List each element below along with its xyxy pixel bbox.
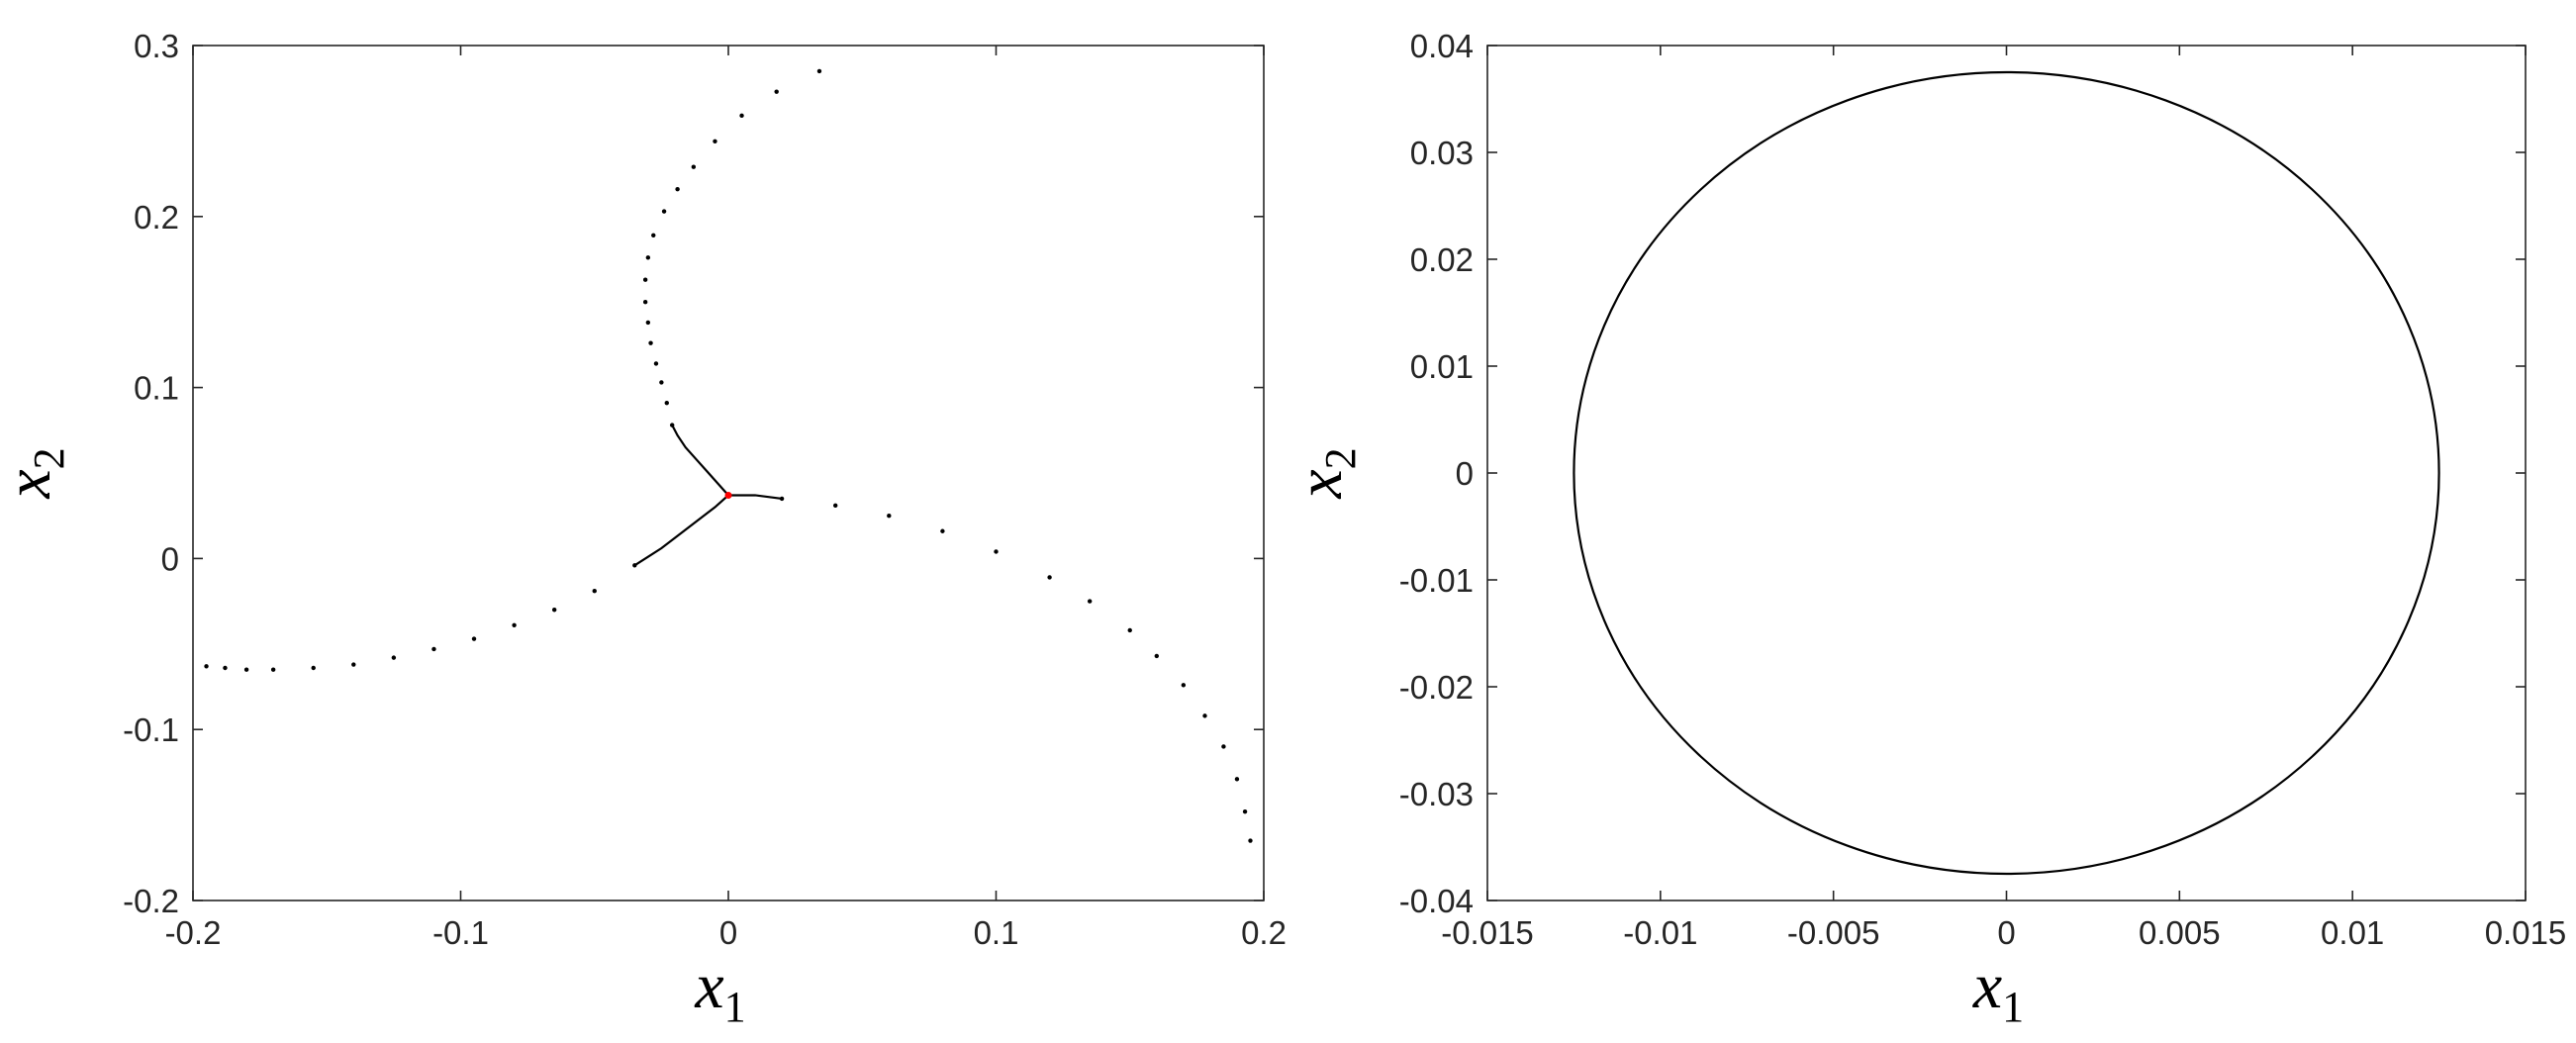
data-point	[1047, 575, 1052, 580]
data-point	[1202, 713, 1207, 718]
data-point	[994, 549, 999, 554]
chart-right: -0.015 -0.01 -0.005 0 0.005 0.01 0.015 -0.04 -0.…	[1284, 28, 2566, 1031]
data-point	[223, 665, 228, 671]
y-tick-label: 0	[1456, 455, 1474, 492]
data-point	[669, 423, 675, 427]
x-tick-label: 0.005	[2139, 914, 2221, 951]
data-point	[270, 667, 276, 672]
x-tick-label: -0.015	[1441, 914, 1534, 951]
data-point	[645, 320, 651, 326]
data-point	[691, 164, 697, 169]
data-point	[391, 655, 397, 660]
data-point	[204, 664, 209, 669]
data-point	[645, 255, 651, 260]
data-point	[651, 233, 656, 238]
data-point	[661, 209, 667, 214]
y-tick-label: 0.03	[1410, 135, 1474, 171]
data-point	[592, 589, 597, 594]
data-point	[243, 667, 249, 672]
x-tick-label: -0.005	[1787, 914, 1880, 951]
data-point	[816, 68, 822, 74]
y-tick-label: 0.01	[1410, 348, 1474, 385]
y-tick-label: 0.3	[134, 28, 179, 64]
y-tick-label: 0.04	[1410, 28, 1474, 64]
data-point	[1221, 744, 1226, 749]
data-point	[1181, 683, 1187, 688]
dense-curve	[728, 494, 783, 501]
y-tick-label: -0.03	[1399, 776, 1474, 812]
dense-curve	[671, 425, 729, 497]
data-point	[351, 662, 356, 667]
data-point	[1234, 777, 1240, 782]
data-point	[471, 636, 477, 641]
x-tick-label: -0.1	[432, 914, 489, 951]
x-axis-label: x1	[694, 950, 745, 1031]
data-point	[632, 563, 637, 568]
x-tick-label: 0	[719, 914, 737, 951]
data-point	[675, 186, 680, 192]
y-axis-label: x2	[1284, 447, 1365, 499]
y-tick-label: -0.02	[1399, 669, 1474, 706]
data-point	[1248, 838, 1253, 843]
data-point	[1127, 627, 1132, 633]
y-tick-label: -0.1	[123, 711, 179, 748]
data-point	[512, 622, 517, 627]
data-point	[774, 89, 779, 94]
x-tick-label: 0.01	[2321, 914, 2384, 951]
y-tick-label: 0.1	[134, 370, 179, 407]
data-point	[1242, 808, 1248, 814]
data-point	[659, 380, 664, 385]
center-point	[724, 491, 732, 499]
data-point	[739, 113, 744, 119]
data-point	[551, 608, 557, 613]
data-point	[1154, 653, 1160, 659]
y-tick-label: -0.2	[123, 883, 179, 919]
data-point	[1087, 599, 1093, 604]
chart-left: -0.2 -0.1 0 0.1 0.2 -0.2 -0.1 0 0.1 0.2 0.3 x1 x2	[0, 28, 1287, 1031]
limit-cycle-curve	[1573, 70, 2440, 876]
data-point	[642, 300, 648, 305]
y-tick-label: 0	[161, 540, 179, 577]
y-axis-label: x2	[0, 447, 73, 499]
y-tick-label: 0.02	[1410, 241, 1474, 278]
x-tick-label: -0.2	[165, 914, 222, 951]
data-point	[664, 400, 669, 406]
x-axis-label: x1	[1972, 950, 2024, 1031]
data-point	[653, 361, 659, 366]
data-point	[311, 665, 316, 671]
axes-box	[192, 45, 1265, 901]
data-point	[940, 528, 945, 533]
y-tick-label: -0.01	[1399, 562, 1474, 599]
data-point	[833, 503, 838, 509]
y-tick-label: 0.2	[134, 199, 179, 236]
data-point	[431, 646, 436, 652]
dense-curve	[633, 494, 729, 567]
x-tick-label: 0.2	[1241, 914, 1287, 951]
x-tick-label: 0.1	[974, 914, 1019, 951]
data-point	[779, 496, 785, 502]
data-point	[642, 277, 648, 282]
data-point	[648, 340, 653, 345]
x-tick-label: 0.015	[2485, 914, 2567, 951]
data-point	[887, 514, 892, 519]
axes-box	[1486, 45, 2527, 901]
x-tick-label: 0	[1997, 914, 2015, 951]
y-tick-label: -0.04	[1399, 883, 1474, 919]
data-point	[713, 139, 717, 143]
x-tick-label: -0.01	[1623, 914, 1697, 951]
